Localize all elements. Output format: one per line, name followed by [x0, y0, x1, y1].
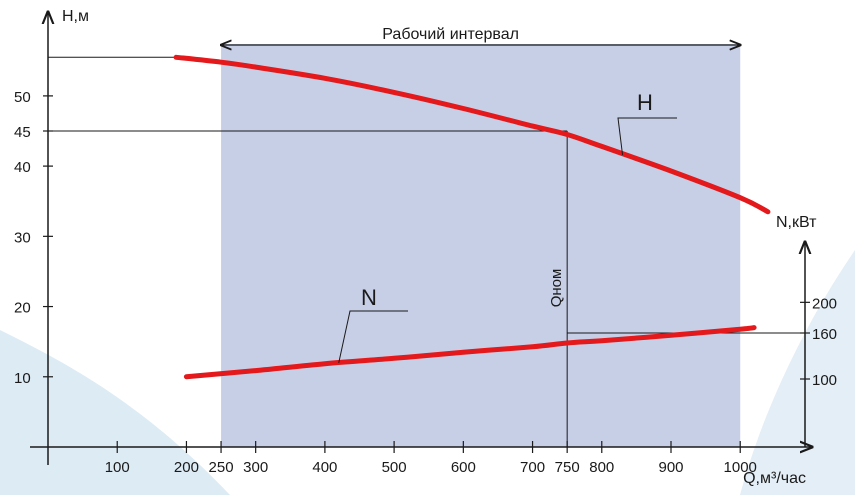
q-nominal-label: Qном	[548, 269, 565, 308]
x-axis-title: Q,м³/час	[743, 470, 806, 487]
x-tick-label: 900	[658, 459, 683, 476]
x-tick-label: 800	[589, 459, 614, 476]
series-line-n	[183, 325, 757, 380]
y-right-tick-label: 100	[812, 372, 837, 389]
x-tick-label: 200	[174, 459, 199, 476]
working-interval-label: Рабочий интервал	[382, 26, 519, 43]
y-right-tick-label: 200	[812, 295, 837, 312]
series-line-h	[173, 54, 771, 215]
x-tick-label: 700	[520, 459, 545, 476]
background-swoosh-left	[0, 330, 230, 495]
series-label-h: H	[637, 90, 653, 115]
y-left-tick-label: 45	[14, 124, 31, 141]
series-h-leader	[617, 117, 677, 155]
x-tick-label: 1000	[724, 459, 757, 476]
y-right-axis-ticks: 100 160 200	[800, 295, 837, 389]
y-left-axis-ticks: 10 20 30 40 45 50	[14, 89, 53, 387]
x-axis-ticks: 100 200 250 300 400 500 600 700 750 800 900 1000	[105, 441, 757, 476]
series-label-n: N	[361, 285, 377, 310]
y-left-tick-label: 50	[14, 89, 31, 106]
working-interval-band	[221, 44, 741, 447]
y-left-tick-label: 10	[14, 370, 31, 387]
y-left-tick-label: 20	[14, 300, 31, 317]
x-tick-label: 500	[382, 459, 407, 476]
y-right-tick-label: 160	[812, 326, 837, 343]
y-left-axis-title: H,м	[62, 8, 89, 25]
x-tick-label: 750	[555, 459, 580, 476]
x-tick-label: 400	[312, 459, 337, 476]
y-right-axis-title: N,кВт	[776, 214, 817, 231]
series-n-leader	[338, 310, 408, 364]
y-left-tick-label: 30	[14, 229, 31, 246]
x-tick-label: 600	[451, 459, 476, 476]
background-swoosh-right	[740, 250, 855, 495]
x-tick-label: 100	[105, 459, 130, 476]
x-tick-label: 300	[243, 459, 268, 476]
x-tick-label: 250	[209, 459, 234, 476]
y-left-tick-label: 40	[14, 159, 31, 176]
